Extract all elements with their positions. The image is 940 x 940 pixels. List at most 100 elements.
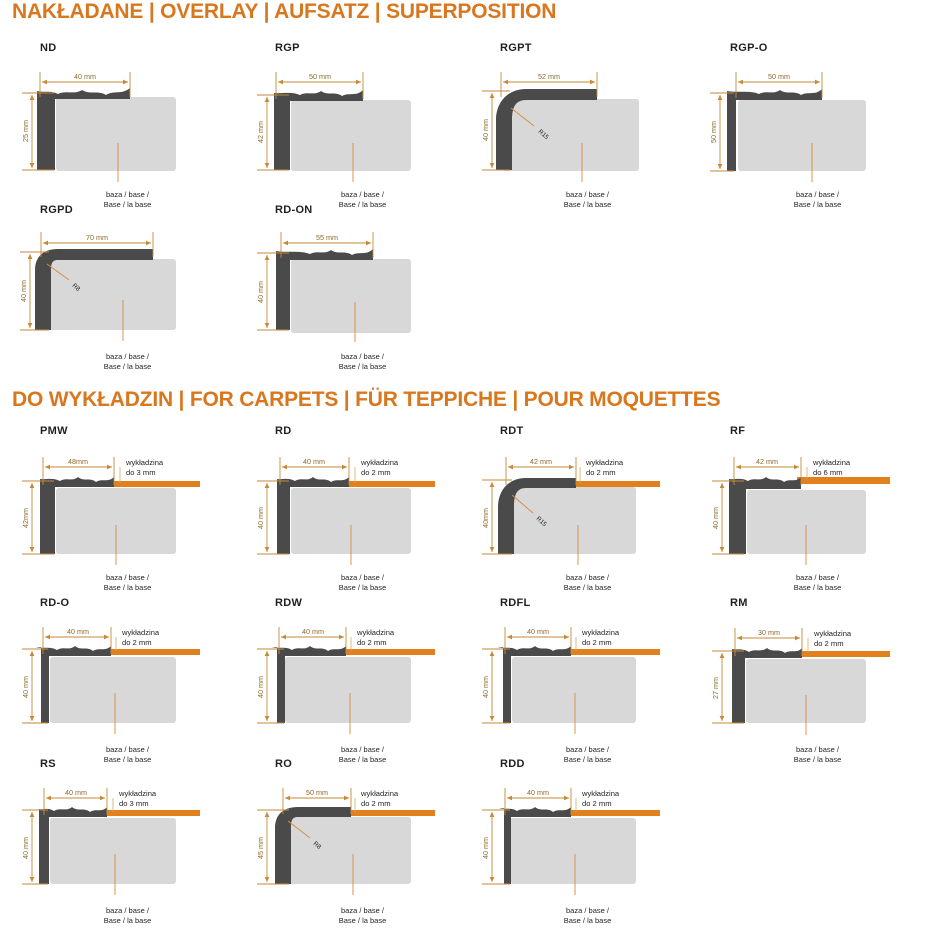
carpet-layer — [798, 651, 890, 657]
height-label: 45 mm — [256, 837, 265, 859]
profile-body — [276, 249, 373, 330]
height-label: 40 mm — [481, 119, 490, 141]
product-cell-rgpd[interactable]: RGPD 70 mm — [10, 204, 245, 379]
dimension-height — [482, 809, 510, 885]
product-code: RO — [275, 758, 293, 770]
width-label: 30 mm — [758, 628, 780, 637]
dimension-width — [42, 457, 115, 485]
dimension-height — [710, 92, 734, 172]
height-label: 40 mm — [21, 837, 30, 859]
carpet-label-line1: wykładzina — [581, 789, 620, 798]
stair-base — [50, 657, 176, 723]
product-figure-rdfl: 40 mm 40 mm wykładzina do 2 mm — [470, 615, 705, 745]
section-title-overlay: NAKŁADANE | OVERLAY | AUFSATZ | SUPERPOS… — [12, 0, 557, 23]
product-cell-rf[interactable]: RF 42 mm — [700, 425, 935, 600]
product-cell-rd[interactable]: RD 40 mm — [245, 425, 480, 600]
width-label: 42 mm — [756, 457, 778, 466]
dimension-width — [735, 72, 823, 98]
product-cell-rdt[interactable]: RDT 42 mm — [470, 425, 705, 600]
carpet-layer — [102, 810, 200, 816]
dimension-height — [20, 251, 49, 331]
height-label: 25 mm — [21, 120, 30, 142]
dimension-height — [22, 480, 54, 555]
dimension-height — [482, 479, 512, 555]
carpet-layer — [797, 477, 890, 484]
product-cell-rdd[interactable]: RDD 40 mm — [470, 758, 705, 933]
carpet-label-line1: wykładzina — [121, 628, 160, 637]
dimension-height — [482, 90, 510, 171]
carpet-label-line1: wykładzina — [581, 628, 620, 637]
product-code: RM — [730, 597, 748, 609]
carpets-grid: PMW 48mm — [0, 420, 940, 940]
base-caption: baza / base / Base / la base — [793, 745, 842, 764]
carpet-layer — [106, 649, 200, 655]
dimension-width — [734, 628, 803, 656]
product-figure-rdw: 40 mm 40 mm wykładzina do 2 mm — [245, 615, 480, 745]
product-cell-rs[interactable]: RS 40 mm — [10, 758, 245, 933]
product-cell-rdfl[interactable]: RDFL 40 mm — [470, 597, 705, 772]
carpet-layer — [345, 481, 435, 487]
product-figure-rdt: 42 mm 40mm R15 wykładzina do 2 mm — [470, 443, 705, 573]
carpet-label-line1: wykładzina — [118, 789, 157, 798]
product-figure-rd-o: 40 mm 40 mm wykładzina do 2 mm — [10, 615, 245, 745]
height-label: 42 mm — [256, 121, 265, 143]
profile-body — [277, 477, 349, 554]
width-label: 40 mm — [527, 627, 549, 636]
product-figure-rgpt: 52 mm 40 mm R15 — [470, 60, 705, 190]
product-code: RD-ON — [275, 204, 313, 216]
base-caption: baza / base / Base / la base — [338, 573, 387, 592]
dimension-height — [257, 480, 289, 555]
product-cell-rgpt[interactable]: RGPT 52 mm — [470, 42, 705, 217]
carpet-label-line2: do 2 mm — [582, 638, 612, 647]
stair-base — [746, 659, 866, 723]
dimension-height — [22, 92, 54, 171]
product-cell-rgp-o[interactable]: RGP-O 50 mm 50 mm — [700, 42, 935, 217]
profile-body — [36, 646, 111, 723]
product-code: ND — [40, 42, 57, 54]
product-figure-rgpd: 70 mm 40 mm R8 — [10, 222, 245, 352]
base-caption: baza / base / Base / la base — [563, 573, 612, 592]
product-cell-rgp[interactable]: RGP 50 mm 42 mm — [245, 42, 480, 217]
dimension-width — [733, 457, 802, 485]
product-cell-rd-o[interactable]: RD-O 40 mm — [10, 597, 245, 772]
dimension-height — [712, 650, 744, 724]
height-label: 50 mm — [709, 121, 718, 143]
carpet-label-line1: wykładzina — [360, 789, 399, 798]
product-cell-ro[interactable]: RO 50 mm — [245, 758, 480, 933]
carpet-layer — [566, 810, 660, 816]
product-code: RF — [730, 425, 746, 437]
section-overlay: NAKŁADANE | OVERLAY | AUFSATZ | SUPERPOS… — [0, 0, 866, 371]
product-code: RDW — [275, 597, 303, 609]
carpet-label-line2: do 2 mm — [582, 799, 612, 808]
product-cell-rdw[interactable]: RDW 40 mm — [245, 597, 480, 772]
base-caption: baza / base / Base / la base — [338, 745, 387, 764]
stair-base — [43, 259, 176, 330]
stair-base — [50, 818, 176, 884]
product-code: RS — [40, 758, 56, 770]
product-cell-nd[interactable]: ND 40 mm 25 mm — [10, 42, 245, 217]
stair-base — [291, 488, 411, 554]
width-label: 40 mm — [302, 627, 324, 636]
carpet-label-line2: do 2 mm — [122, 638, 152, 647]
dimension-width — [42, 627, 112, 654]
product-code: RDFL — [500, 597, 531, 609]
profile-tread-bumps — [527, 478, 576, 488]
stair-base — [738, 100, 866, 171]
dimension-height — [257, 648, 284, 724]
height-label: 40 mm — [481, 676, 490, 698]
dimension-width — [504, 627, 572, 654]
base-caption: baza / base / Base / la base — [103, 906, 152, 925]
dimension-width — [278, 627, 347, 654]
dimension-height — [22, 648, 48, 724]
base-caption: baza / base / Base / la base — [103, 745, 152, 764]
product-code: RD-O — [40, 597, 70, 609]
product-cell-rm[interactable]: RM 30 mm — [700, 597, 935, 772]
width-label: 50 mm — [309, 72, 331, 81]
product-cell-pmw[interactable]: PMW 48mm — [10, 425, 245, 600]
profile-tread-bumps — [299, 807, 351, 817]
width-label: 50 mm — [306, 788, 328, 797]
dimension-height — [257, 809, 289, 885]
carpet-label-line1: wykładzina — [812, 458, 851, 467]
carpet-label-line2: do 3 mm — [119, 799, 149, 808]
product-cell-rd-on[interactable]: RD-ON 55 mm 40 mm — [245, 204, 480, 379]
